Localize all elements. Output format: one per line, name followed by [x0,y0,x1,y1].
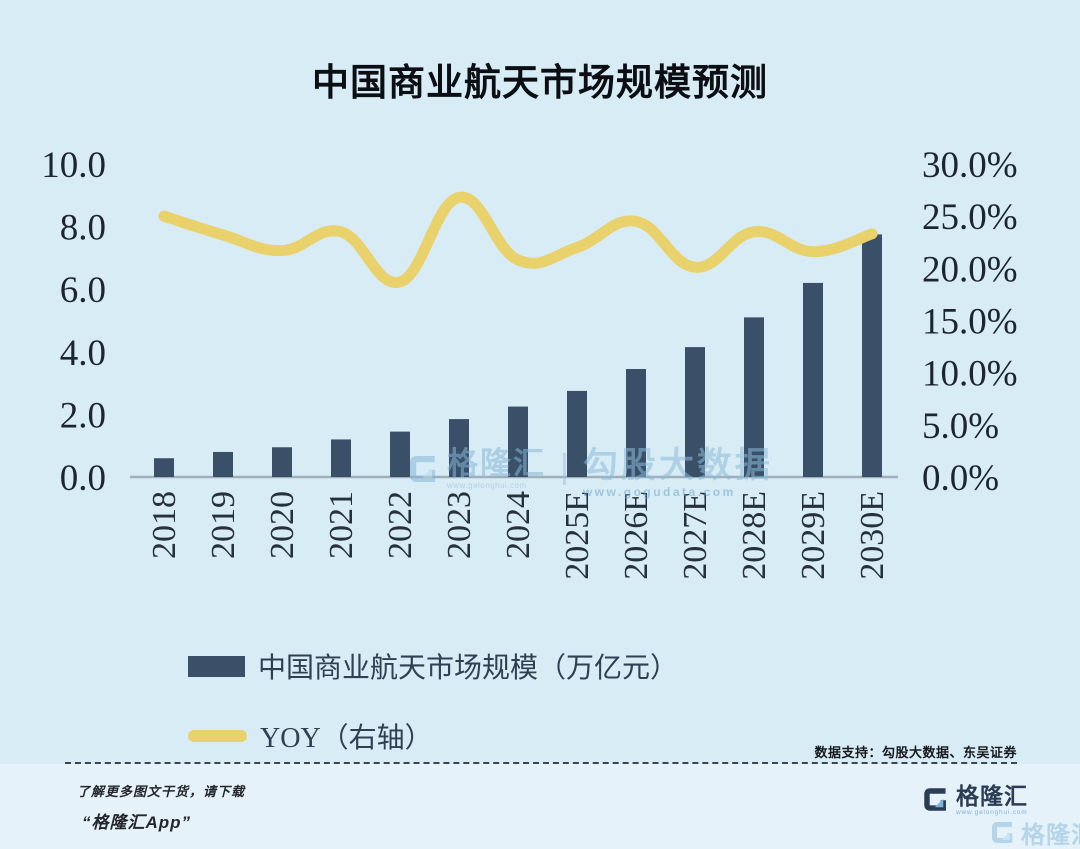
line-series-swatch [188,730,247,742]
x-axis-label: 2019 [205,491,242,559]
x-axis-label: 2030E [854,491,891,580]
left-axis-tick: 4.0 [60,333,106,374]
left-axis-tick: 6.0 [60,270,106,311]
footer-divider [65,762,1017,764]
data-source-note: 数据支持：勾股大数据、东吴证券 [814,745,1017,760]
x-axis-label: 2026E [618,491,655,580]
left-axis-tick: 8.0 [60,208,106,249]
x-axis-label: 2022 [382,491,419,559]
brand-url: www.gelonghui.com [956,809,1028,816]
bar-2020 [272,447,292,477]
x-axis-label: 2027E [677,491,714,580]
right-axis-tick: 30.0% [922,145,1018,186]
x-axis-label: 2029E [795,491,832,580]
right-axis-tick: 0.0% [922,458,999,499]
promo-text: 了解更多图文干货，请下载 [77,784,246,799]
bar-2028E [744,317,764,477]
bar-2029E [803,282,823,477]
brand-name: 格隆汇 [956,783,1028,809]
x-axis-label: 2024 [500,491,537,559]
legend-item-yoy: YOY（右轴） [188,714,888,758]
yoy-line [158,191,878,288]
bar-2025E [567,390,587,477]
right-axis-tick: 10.0% [922,354,1018,395]
left-axis-tick: 0.0 [60,458,106,499]
bar-series-label: 中国商业航天市场规模（万亿元） [258,653,679,684]
bar-2021 [331,439,351,477]
bar-2023 [449,419,469,477]
footer-band [0,764,1080,849]
right-axis-tick: 20.0% [922,249,1018,290]
bar-2026E [626,369,646,477]
left-axis-tick: 2.0 [60,395,106,436]
x-axis-label: 2025E [559,491,596,580]
promo-app-name: “格隆汇App” [82,813,192,832]
left-axis-tick: 10.0 [41,145,106,186]
x-axis-label: 2028E [736,491,773,580]
x-axis-label: 2021 [323,491,360,559]
legend: 中国商业航天市场规模（万亿元） YOY（右轴） [188,644,888,758]
bar-2019 [213,451,233,477]
bar-2024 [508,406,528,477]
x-axis-label: 2023 [441,491,478,559]
right-axis-tick: 5.0% [922,406,999,447]
x-axis-label: 2020 [264,491,301,559]
right-axis-tick: 25.0% [922,197,1018,238]
legend-item-market-size: 中国商业航天市场规模（万亿元） [188,644,888,688]
chart-title: 中国商业航天市场规模预测 [312,62,768,103]
bar-2027E [685,347,705,477]
bar-2022 [390,431,410,477]
x-axis-label: 2018 [146,491,183,559]
gelonghui-logo-icon [924,788,946,811]
bar-2030E [862,234,882,477]
footer-promo: 了解更多图文干货，请下载 “格隆汇App” [77,781,245,833]
gelonghui-logo: 格隆汇 www.gelonghui.com [920,784,1028,816]
right-axis-tick: 15.0% [922,302,1018,343]
line-series-label: YOY（右轴） [260,723,433,754]
bar-2018 [154,458,174,477]
bar-series-swatch [188,655,245,677]
